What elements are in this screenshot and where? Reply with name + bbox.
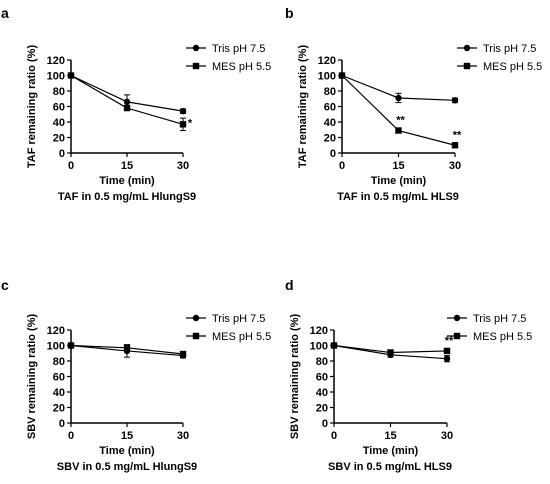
panel-d-x-tick-label: 0: [331, 430, 337, 442]
panel-b-x-tick-label: 30: [449, 160, 461, 172]
panel-d-label: d: [285, 277, 294, 293]
panel-c-y-tick-label: 60: [53, 372, 65, 384]
panel-b-series-2-point: [451, 142, 459, 149]
panel-b-legend-label: Tris pH 7.5: [483, 43, 536, 55]
panel-a-x-tick-label: 30: [177, 160, 189, 172]
panel-c-series-2-point: [123, 344, 131, 352]
panel-b-series-2-point: [338, 72, 346, 79]
panel-c-y-tick-label: 20: [53, 403, 65, 415]
panel-b-legend-label: MES pH 5.5: [483, 61, 542, 73]
panel-b-y-axis-title: TAF remaining ratio (%): [297, 45, 309, 169]
panel-b-y-tick-label: 120: [318, 55, 336, 67]
panel-d-y-tick-label: 0: [322, 418, 328, 430]
panel-c-y-tick-label: 80: [53, 356, 65, 368]
panel-b-y-tick-label: 60: [324, 102, 336, 114]
panel-a-legend-label: Tris pH 7.5: [212, 43, 265, 55]
panel-a-y-tick-label: 80: [53, 86, 65, 98]
panel-a-series-1-point: [123, 98, 131, 106]
panel-b-series-2-point: [395, 127, 402, 134]
panel-b-y-tick-label: 80: [324, 86, 336, 98]
panel-a-series-2-point: [67, 72, 75, 79]
panel-a-series-2-point: [179, 121, 187, 128]
panel-c-y-tick-label: 100: [47, 341, 65, 353]
panel-c-legend-label: Tris pH 7.5: [212, 313, 265, 325]
panel-c-series-2-point: [179, 350, 187, 358]
panel-b-series-1-point: [451, 97, 459, 104]
panel-b-label: b: [285, 5, 294, 21]
panel-d-y-axis-title: SBV remaining ratio (%): [289, 314, 301, 440]
panel-a-series-1-point: [179, 107, 187, 115]
panel-b-y-tick-label: 20: [324, 133, 336, 145]
panel-d-caption: SBV in 0.5 mg/mL HLS9: [328, 461, 452, 473]
panel-a-legend-marker: [192, 44, 200, 52]
panel-b-caption: TAF in 0.5 mg/mL HLS9: [337, 191, 459, 203]
panel-c-x-tick-label: 15: [121, 430, 133, 442]
panel-c-y-tick-label: 40: [53, 387, 65, 399]
panel-d-x-axis-title: Time (min): [363, 445, 419, 457]
panel-d-legend-label: MES pH 5.5: [473, 331, 532, 343]
panel-d-y-tick-label: 20: [316, 403, 328, 415]
panel-c-x-tick-label: 0: [68, 430, 74, 442]
panel-c-y-tick-label: 120: [47, 325, 65, 337]
panel-a-y-tick-label: 100: [47, 71, 65, 83]
panel-b-legend-marker: [463, 44, 471, 52]
panel-b-y-tick-label: 0: [330, 148, 336, 160]
panel-a-series-2-point: [123, 104, 131, 112]
panel-c-y-tick-label: 0: [59, 418, 65, 430]
panel-d-x-tick-label: 30: [441, 430, 453, 442]
panel-a-y-tick-label: 20: [53, 133, 65, 145]
panel-b-series-2-line: [341, 75, 456, 146]
panel-d-y-tick-label: 120: [310, 325, 328, 337]
panel-c-x-tick-label: 30: [177, 430, 189, 442]
panel-a-y-tick-label: 120: [47, 55, 65, 67]
panel-c-legend-marker: [192, 332, 200, 340]
panel-b-x-tick-label: 15: [392, 160, 404, 172]
panel-d-series-2-point: [330, 342, 338, 349]
panel-a-x-tick-label: 0: [68, 160, 74, 172]
panel-a-y-tick-label: 40: [53, 117, 65, 129]
panel-b-legend-marker: [463, 62, 471, 70]
panel-a-legend-label: MES pH 5.5: [212, 61, 271, 73]
panel-c-x-axis-title: Time (min): [99, 445, 155, 457]
panel-d-series-2-point: [387, 349, 394, 356]
panel-b-y-tick-label: 100: [318, 71, 336, 83]
panel-d-legend-marker: [453, 314, 461, 322]
panel-d-y-tick-label: 100: [310, 341, 328, 353]
panel-d-y-tick-label: 60: [316, 372, 328, 384]
panel-d-x-tick-label: 15: [384, 430, 396, 442]
panel-d-significance-label: **: [445, 335, 454, 347]
panel-b-significance-label: **: [396, 115, 405, 127]
panel-a-y-tick-label: 0: [59, 148, 65, 160]
panel-c-legend-label: MES pH 5.5: [212, 331, 271, 343]
panel-a-y-axis-title: TAF remaining ratio (%): [26, 45, 38, 169]
panel-d-y-tick-label: 40: [316, 387, 328, 399]
panel-c-series-2-point: [67, 342, 75, 349]
panel-a-legend-marker: [192, 62, 200, 70]
panel-c-legend-marker: [192, 314, 200, 322]
panel-a-caption: TAF in 0.5 mg/mL HlungS9: [58, 191, 196, 203]
panel-d-legend-marker: [453, 332, 461, 340]
panel-c-y-axis-title: SBV remaining ratio (%): [26, 314, 38, 440]
panel-b-x-tick-label: 0: [339, 160, 345, 172]
panel-d-legend-label: Tris pH 7.5: [473, 313, 526, 325]
panel-a-x-tick-label: 15: [121, 160, 133, 172]
panel-c-caption: SBV in 0.5 mg/mL HlungS9: [57, 461, 197, 473]
panel-a-label: a: [1, 5, 9, 21]
panel-d-series-2-point: [443, 347, 451, 355]
panel-a-x-axis-title: Time (min): [99, 175, 155, 187]
panel-b-y-tick-label: 40: [324, 117, 336, 129]
panel-b-x-axis-title: Time (min): [371, 175, 427, 187]
panel-a-y-tick-label: 60: [53, 102, 65, 114]
panel-a-significance-label: *: [188, 117, 193, 129]
panel-b-series-1-point: [395, 94, 402, 102]
panel-d-y-tick-label: 80: [316, 356, 328, 368]
panel-d-series-1-point: [443, 355, 451, 362]
panel-b-significance-label: **: [453, 129, 462, 141]
panel-c-label: c: [1, 277, 9, 293]
